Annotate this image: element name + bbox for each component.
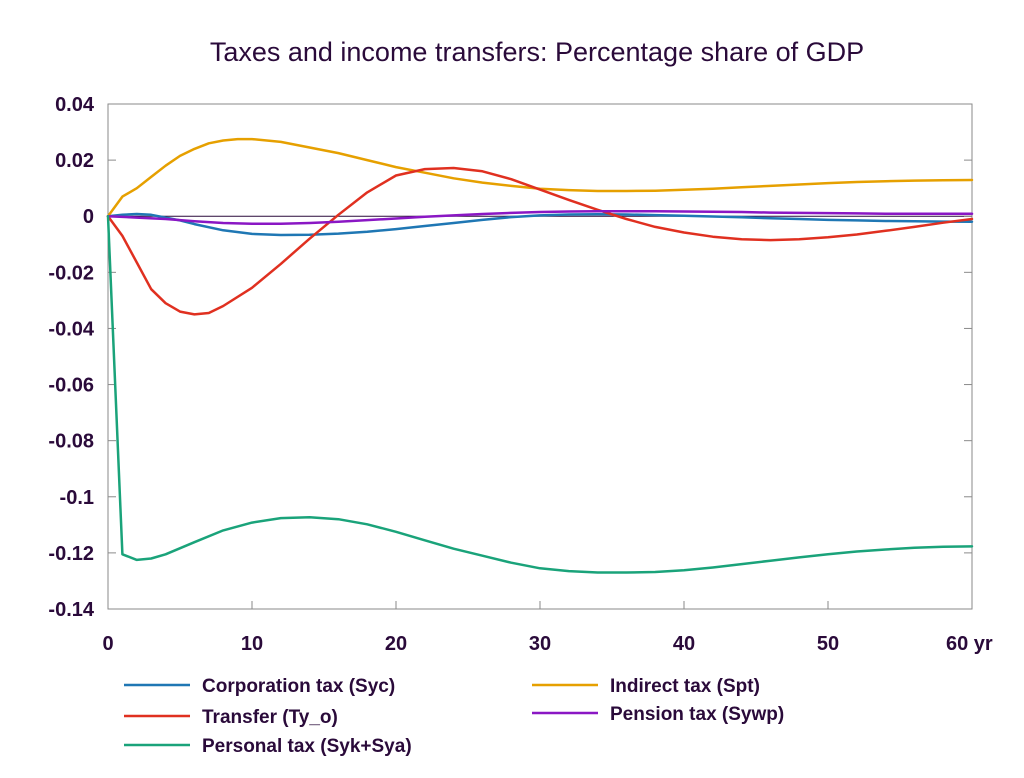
y-tick-label: 0 <box>83 206 94 228</box>
series-line <box>106 137 974 218</box>
series-line <box>106 214 974 574</box>
series-line <box>106 209 974 226</box>
x-tick-label: 40 <box>673 633 695 655</box>
y-tick-label: -0.12 <box>48 543 94 565</box>
chart-title: Taxes and income transfers: Percentage s… <box>210 37 864 67</box>
legend-label: Pension tax (Sywp) <box>610 704 784 725</box>
x-tick-label: 20 <box>385 633 407 655</box>
y-tick-label: -0.08 <box>48 431 94 453</box>
y-tick-label: -0.06 <box>48 375 94 397</box>
y-tick-label: -0.02 <box>48 262 94 284</box>
plot-frame <box>107 103 973 610</box>
y-tick-label: -0.14 <box>48 599 94 621</box>
y-axis: 0.04 0.02 0 -0.02 -0.04 -0.06 -0.08 -0.1 -0.12 -0… <box>48 94 972 621</box>
series-layer <box>106 137 974 574</box>
y-tick-label: 0.04 <box>55 94 95 116</box>
x-tick-label: 10 <box>241 633 263 655</box>
y-tick-label: 0.02 <box>55 150 94 172</box>
series-line <box>106 166 974 316</box>
x-axis: 0 10 20 30 40 50 60 yr <box>102 601 993 655</box>
y-tick-label: -0.1 <box>60 487 94 509</box>
legend-label: Transfer (Ty_o) <box>202 707 338 728</box>
legend-label: Corporation tax (Syc) <box>202 676 395 697</box>
x-tick-label: 30 <box>529 633 551 655</box>
y-tick-label: -0.04 <box>48 318 94 340</box>
legend: Corporation tax (Syc) Indirect tax (Spt) T… <box>124 676 784 757</box>
x-tick-label: 50 <box>817 633 839 655</box>
series-line <box>106 212 974 237</box>
x-tick-label: 0 <box>102 633 113 655</box>
legend-label: Indirect tax (Spt) <box>610 676 760 697</box>
x-tick-label: 60 yr <box>946 633 993 655</box>
legend-label: Personal tax (Syk+Sya) <box>202 736 412 757</box>
